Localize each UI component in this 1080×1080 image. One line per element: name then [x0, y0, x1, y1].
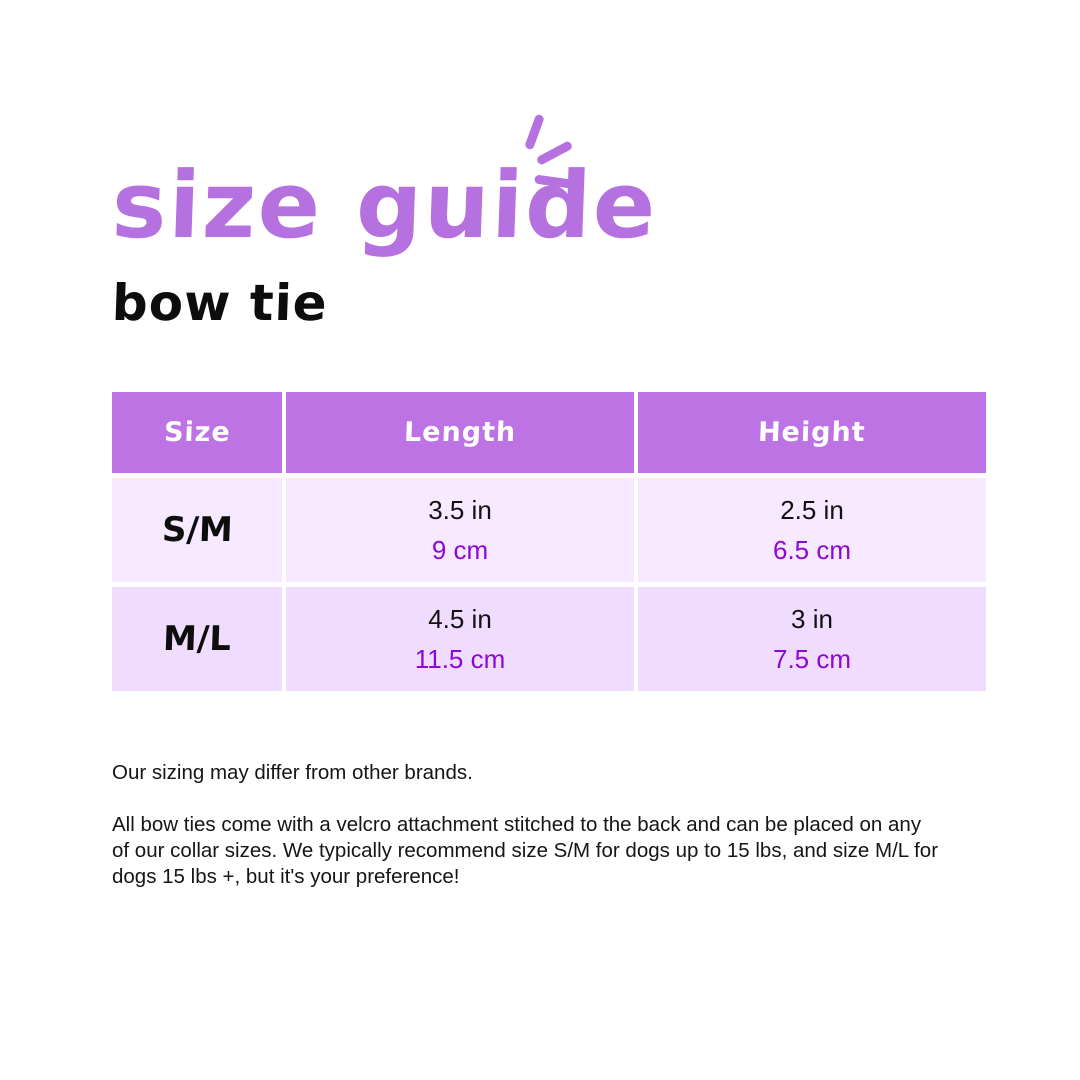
cell-size: S/M — [112, 478, 282, 582]
note-spacer — [112, 786, 984, 812]
length-inches: 3.5 in — [428, 495, 492, 525]
title-row: size guide — [110, 114, 660, 259]
height-centimeters: 6.5 cm — [772, 535, 852, 565]
cell-length: 3.5 in 9 cm — [286, 478, 634, 582]
header-label-height: Height — [757, 417, 867, 448]
cell-length: 4.5 in 11.5 cm — [286, 587, 634, 691]
notes-block: Our sizing may differ from other brands.… — [112, 760, 984, 890]
cell-size: M/L — [112, 587, 282, 691]
title-block: size guide bow tie — [110, 114, 972, 332]
height-inches: 2.5 in — [780, 495, 844, 525]
header-label-size: Size — [163, 417, 231, 448]
note-line-1: Our sizing may differ from other brands. — [112, 761, 473, 784]
header-cell-length: Length — [286, 392, 634, 473]
cell-height: 3 in 7.5 cm — [638, 587, 986, 691]
header-cell-height: Height — [638, 392, 986, 473]
page-title: size guide — [110, 152, 660, 259]
table-row: M/L 4.5 in 11.5 cm 3 in 7.5 cm — [112, 587, 986, 691]
height-centimeters: 7.5 cm — [772, 644, 852, 674]
table-header-row: Size Length Height — [112, 392, 986, 473]
size-table: Size Length Height S/M 3.5 in 9 cm 2.5 i… — [112, 392, 986, 691]
note-line-2: All bow ties come with a velcro attachme… — [112, 813, 922, 836]
page-subtitle: bow tie — [110, 274, 329, 332]
size-label: S/M — [160, 510, 234, 550]
note-line-4: dogs 15 lbs +, but it's your preference! — [112, 865, 460, 888]
length-centimeters: 9 cm — [431, 535, 489, 565]
header-cell-size: Size — [112, 392, 282, 473]
length-centimeters: 11.5 cm — [414, 644, 506, 674]
table-row: S/M 3.5 in 9 cm 2.5 in 6.5 cm — [112, 478, 986, 582]
size-label: M/L — [162, 619, 232, 659]
length-inches: 4.5 in — [428, 604, 492, 634]
header-label-length: Length — [403, 417, 517, 448]
note-line-3: of our collar sizes. We typically recomm… — [112, 839, 939, 862]
cell-height: 2.5 in 6.5 cm — [638, 478, 986, 582]
height-inches: 3 in — [791, 604, 833, 634]
